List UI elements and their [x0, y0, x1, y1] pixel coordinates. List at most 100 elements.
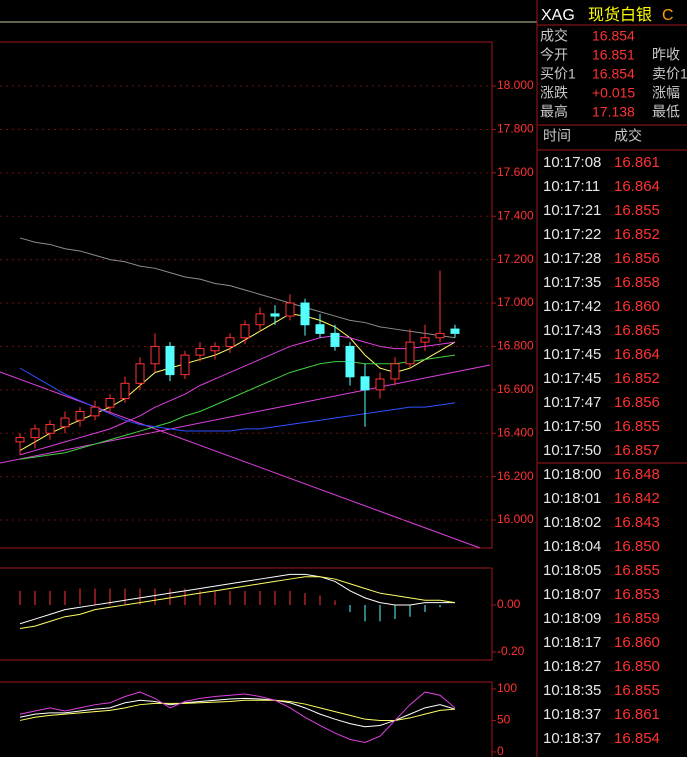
- trade-time: 10:17:11: [543, 178, 600, 195]
- quote-label: 今开: [540, 47, 568, 63]
- trade-time: 10:17:21: [543, 202, 601, 219]
- quote-label: 最高: [540, 104, 568, 120]
- trade-price: 16.856: [614, 394, 660, 411]
- indicator-line: [19, 354, 456, 460]
- trade-price: 16.854: [614, 730, 660, 747]
- trade-time: 10:18:37: [543, 706, 601, 723]
- quote-value: 16.851: [592, 47, 635, 63]
- candle-body: [240, 324, 250, 339]
- chart-panel: 100 50 0: [19, 681, 517, 757]
- trade-time: 10:17:08: [543, 154, 601, 171]
- y-tick-label: 16.600: [497, 382, 534, 396]
- quote-value: +0.015: [592, 85, 635, 101]
- trade-time: 10:17:50: [543, 418, 601, 435]
- trade-time: 10:18:02: [543, 514, 601, 531]
- trade-time: 10:17:45: [543, 370, 601, 387]
- candle-body: [45, 424, 55, 434]
- quote-value: 17.138: [592, 104, 635, 120]
- symbol-extra: C: [662, 7, 674, 24]
- trade-time: 10:18:09: [543, 610, 601, 627]
- trade-price: 16.855: [614, 682, 660, 699]
- candle-body: [360, 376, 370, 391]
- y-tick-label: 17.400: [497, 208, 534, 222]
- trade-price: 16.860: [614, 634, 660, 651]
- quote-label: 昨收: [652, 47, 680, 63]
- trade-price: 16.855: [614, 202, 660, 219]
- trendline: [0, 371, 481, 548]
- trade-time: 10:17:42: [543, 298, 601, 315]
- trade-time: 10:17:22: [543, 226, 601, 243]
- y-tick-label: 18.000: [497, 78, 534, 92]
- trade-price: 16.855: [614, 418, 660, 435]
- candle-body: [90, 406, 100, 417]
- y-tick-label: -0.20: [497, 644, 525, 658]
- macd-frame: [0, 567, 493, 661]
- candle-body: [180, 354, 190, 376]
- quote-label: 成交: [540, 28, 568, 44]
- quote-value: 16.854: [592, 28, 635, 44]
- trade-price: 16.855: [614, 562, 660, 579]
- indicator-line: [19, 367, 456, 432]
- quote-label: 涨幅: [652, 85, 680, 101]
- trade-price: 16.852: [614, 370, 660, 387]
- candle-body: [210, 345, 220, 352]
- y-tick-label: 50: [497, 713, 511, 727]
- candle-body: [315, 324, 325, 334]
- candle-body: [60, 417, 70, 428]
- candle-body: [450, 328, 460, 334]
- trade-time: 10:18:04: [543, 538, 601, 555]
- trade-time: 10:18:05: [543, 562, 601, 579]
- candle-body: [270, 313, 280, 317]
- trade-price: 16.861: [614, 154, 660, 171]
- candle-body: [135, 363, 145, 384]
- trade-price: 16.864: [614, 346, 660, 363]
- kdj-frame: [0, 681, 493, 757]
- y-tick-label: 0.00: [497, 597, 521, 611]
- trades-header: 时间: [543, 128, 571, 144]
- indicator-line: [19, 691, 456, 744]
- trade-price: 16.859: [614, 610, 660, 627]
- candle-body: [165, 345, 175, 376]
- indicator-line: [19, 576, 456, 629]
- candle-body: [330, 332, 340, 347]
- trade-price: 16.860: [614, 298, 660, 315]
- trade-time: 10:18:17: [543, 634, 601, 651]
- indicator-line: [19, 237, 456, 339]
- y-tick-label: 16.200: [497, 469, 534, 483]
- trade-price: 16.848: [614, 466, 660, 483]
- quote-label: 卖价1: [652, 66, 687, 82]
- trade-time: 10:17:45: [543, 346, 601, 363]
- trade-price: 16.850: [614, 538, 660, 555]
- candle-body: [375, 378, 385, 391]
- trade-time: 10:17:28: [543, 250, 601, 267]
- symbol: XAG: [541, 7, 575, 24]
- y-tick-label: 17.800: [497, 122, 534, 136]
- y-tick-label: 17.200: [497, 252, 534, 266]
- y-tick-label: 100: [497, 681, 517, 695]
- y-tick-label: 17.600: [497, 165, 534, 179]
- quote-value: 16.854: [592, 66, 635, 82]
- trade-time: 10:17:47: [543, 394, 601, 411]
- candle-body: [30, 428, 40, 439]
- trade-time: 10:17:43: [543, 322, 601, 339]
- quote-label: 最低: [652, 104, 680, 120]
- candle-body: [15, 437, 25, 443]
- candle-body: [420, 337, 430, 343]
- trade-time: 10:18:07: [543, 586, 601, 603]
- quote-label: 涨跌: [540, 85, 568, 101]
- y-tick-label: 0: [497, 744, 504, 757]
- chart-panel: 0.00 -0.20: [19, 573, 525, 658]
- trade-time: 10:18:01: [543, 490, 601, 507]
- candle-body: [345, 345, 355, 378]
- trades-header: 成交: [614, 128, 642, 144]
- candle-body: [390, 363, 400, 380]
- trendline: [0, 364, 491, 464]
- trade-time: 10:18:00: [543, 466, 601, 483]
- trade-price: 16.864: [614, 178, 660, 195]
- trade-price: 16.858: [614, 274, 660, 291]
- trade-time: 10:18:35: [543, 682, 601, 699]
- trade-price: 16.861: [614, 706, 660, 723]
- trade-price: 16.842: [614, 490, 660, 507]
